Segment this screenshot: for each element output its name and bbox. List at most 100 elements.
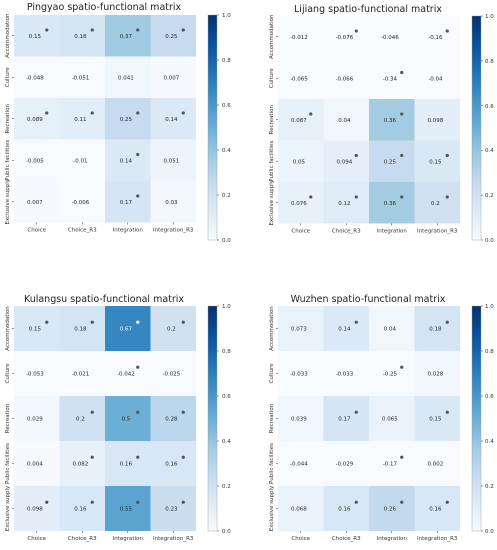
- colorbar-tick-label: 1.0: [222, 304, 231, 310]
- heatmap-cell: [369, 396, 415, 441]
- heatmap-cell: [414, 486, 460, 531]
- heatmap-cell: [323, 441, 369, 486]
- cell-value-label: 0.002: [428, 462, 444, 468]
- significance-dot: [400, 70, 404, 75]
- heatmap-cell: [278, 182, 324, 224]
- y-tick-label: Public facilities: [269, 443, 275, 484]
- heatmap-panel-lijiang: Lijiang spatio-functional matrix -0.012-…: [269, 4, 494, 244]
- colorbar: 0.0 0.2 0.4 0.6 0.8 1.0: [207, 13, 231, 244]
- cell-value-label: -0.048: [26, 75, 44, 81]
- heatmap-cell: [14, 15, 60, 57]
- cell-value-label: 0.004: [27, 462, 43, 468]
- cell-value-label: 0.16: [120, 462, 133, 468]
- heatmap-cell: [105, 139, 151, 181]
- significance-dot: [136, 320, 140, 324]
- cell-value-label: 0.18: [429, 327, 442, 333]
- significance-dot: [181, 320, 185, 324]
- cell-value-label: 0.17: [338, 417, 351, 423]
- colorbar: 0.0 0.2 0.4 0.6 0.8 1.0: [471, 14, 494, 244]
- significance-dot: [136, 365, 140, 369]
- cell-value-label: 0.007: [27, 200, 43, 206]
- cell-value-label: 0.03: [165, 200, 178, 206]
- heatmap-cell: [14, 396, 60, 441]
- heatmap-cell: [278, 140, 324, 182]
- heatmap-cell: [150, 181, 196, 223]
- significance-dot: [445, 29, 449, 33]
- significance-dot: [354, 320, 358, 324]
- y-tick-label: Accommodation: [5, 13, 11, 58]
- cell-value-label: 0.065: [382, 417, 398, 423]
- cell-value-label: -0.17: [383, 462, 398, 468]
- cell-value-label: 0.15: [429, 159, 442, 165]
- x-tick-label: Choice_R3: [68, 536, 97, 542]
- heatmap-cell: [369, 140, 415, 182]
- heatmap-cell: [278, 99, 324, 141]
- heatmap-cell: [278, 396, 324, 441]
- heatmap-cell: [59, 351, 105, 396]
- colorbar-tick-label: 0.4: [485, 439, 494, 445]
- colorbar-tick-label: 0.4: [222, 148, 231, 154]
- heatmap-cell: [59, 139, 105, 181]
- cell-value-label: 0.15: [29, 327, 42, 333]
- y-tick-label: Accommodation: [269, 14, 275, 59]
- heatmap-cell: [59, 181, 105, 223]
- significance-dot: [445, 195, 449, 199]
- cell-value-label: -0.029: [336, 462, 354, 468]
- x-tick-label: Choice: [27, 228, 46, 234]
- colorbar-tick-label: 0.2: [485, 484, 494, 490]
- y-tick-label: Public facilities: [269, 141, 275, 182]
- cell-value-label: 0.25: [165, 34, 178, 40]
- heatmap-cells: 0.15 0.18 0.37 0.25 -0.048 -0.051 0.041 0.007 0.…: [5, 13, 196, 234]
- heatmap-cell: [105, 306, 151, 351]
- heatmap-cell: [105, 441, 151, 486]
- cell-value-label: -0.065: [290, 76, 308, 82]
- x-tick-label: Choice: [291, 536, 310, 542]
- cell-value-label: 0.36: [384, 201, 397, 207]
- y-tick-label: Recreation: [269, 105, 275, 135]
- heatmap-cell: [369, 351, 415, 396]
- x-tick-label: Integration: [377, 229, 408, 235]
- significance-dot: [45, 28, 49, 32]
- significance-dot: [400, 455, 404, 459]
- heatmap-cell: [323, 182, 369, 224]
- heatmap-cell: [278, 306, 324, 351]
- heatmap-cell: [59, 486, 105, 531]
- panel-title: Kulangsu spatio-functional matrix: [24, 294, 184, 305]
- cell-value-label: 0.11: [74, 117, 86, 123]
- x-tick-label: Integration_R3: [417, 536, 458, 542]
- heatmap-cell: [150, 15, 196, 57]
- heatmap-cell: [414, 140, 460, 182]
- heatmap-cell: [369, 441, 415, 486]
- heatmap-cell: [150, 486, 196, 531]
- cell-value-label: -0.044: [290, 462, 308, 468]
- significance-dot: [136, 152, 140, 157]
- heatmap-cell: [278, 486, 324, 531]
- heatmap-cell: [14, 139, 60, 181]
- heatmap-cell: [369, 486, 415, 531]
- heatmap-cell: [369, 182, 415, 224]
- heatmap-cell: [59, 98, 105, 140]
- cell-value-label: -0.021: [72, 372, 90, 378]
- cell-value-label: 0.16: [338, 507, 351, 513]
- heatmap-panel-wuzhen: Wuzhen spatio-functional matrix 0.073 0.1…: [269, 294, 494, 542]
- heatmap-cell: [59, 15, 105, 57]
- colorbar-tick-label: 0.4: [485, 148, 494, 154]
- significance-dot: [400, 500, 404, 504]
- heatmap-cell: [105, 351, 151, 396]
- heatmap-cell: [414, 441, 460, 486]
- cell-value-label: 0.04: [338, 118, 351, 124]
- y-tick-label: Accommodation: [5, 306, 11, 351]
- colorbar-tick-label: 0.2: [222, 193, 231, 199]
- heatmap-cells: 0.15 0.18 0.67 0.2 -0.053 -0.021 -0.042 -0.025 0…: [5, 306, 196, 542]
- significance-dot: [445, 500, 449, 504]
- cell-value-label: 0.23: [165, 507, 178, 513]
- heatmap-cell: [59, 441, 105, 486]
- significance-dot: [354, 29, 358, 33]
- heatmap-cell: [369, 57, 415, 99]
- cell-value-label: 0.12: [338, 201, 350, 207]
- heatmap-cell: [59, 396, 105, 441]
- colorbar-tick-label: 1.0: [485, 304, 494, 310]
- heatmap-cell: [323, 57, 369, 99]
- heatmap-cell: [369, 306, 415, 351]
